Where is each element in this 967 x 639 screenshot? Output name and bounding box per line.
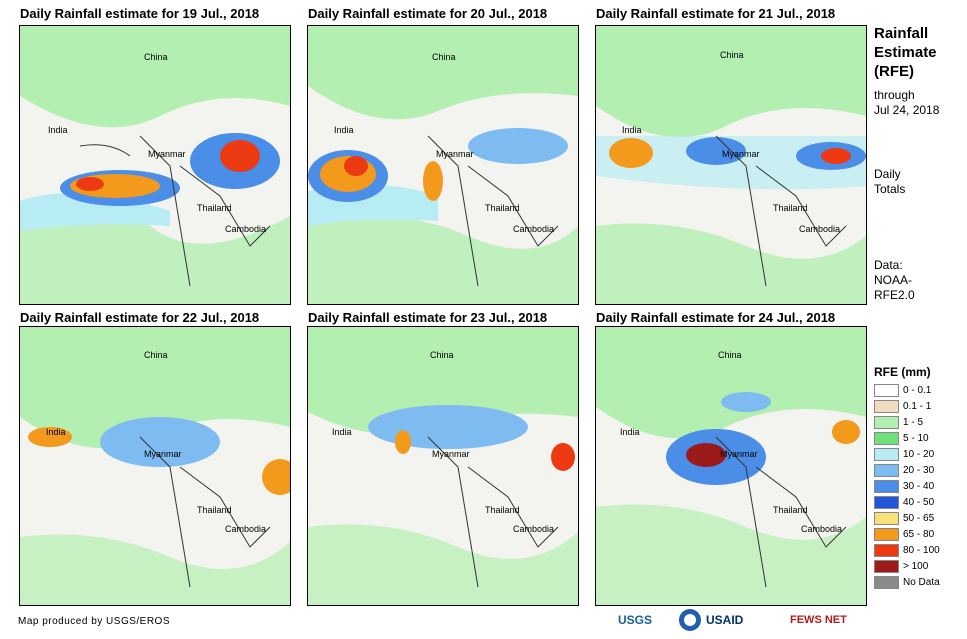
sidebar-title-line1: Rainfall [874,25,929,42]
legend-swatch [874,512,899,525]
legend-swatch [874,560,899,573]
usgs-logo-text: USGS [618,613,653,627]
legend-swatch [874,416,899,429]
usaid-logo: USAID [706,606,743,634]
legend-label: > 100 [903,561,929,572]
label-myanmar: Myanmar [144,449,182,459]
legend-swatch [874,544,899,557]
legend-label: 1 - 5 [903,417,924,428]
label-myanmar: Myanmar [436,149,474,159]
legend-label: 20 - 30 [903,465,935,476]
panel-title-24: Daily Rainfall estimate for 24 Jul., 201… [596,310,836,325]
rainfall-map-19: China India Myanmar Thailand Cambodia [19,25,291,305]
panel-title-22: Daily Rainfall estimate for 22 Jul., 201… [20,310,260,325]
panel-title-20: Daily Rainfall estimate for 20 Jul., 201… [308,6,548,21]
legend-swatch [874,448,899,461]
legend-label: No Data [903,577,940,588]
through-line2: Jul 24, 2018 [874,103,940,117]
label-myanmar: Myanmar [148,149,186,159]
rainfall-map-20: China India Myanmar Thailand Cambodia [307,25,579,305]
label-india: India [622,125,642,135]
label-cambodia: Cambodia [513,224,555,234]
label-thailand: Thailand [485,203,520,213]
sidebar-data-source: Data: NOAA- RFE2.0 [874,258,915,303]
legend-label: 80 - 100 [903,545,940,556]
legend-swatch [874,480,899,493]
usaid-logo-text: USAID [706,613,744,627]
legend-swatch [874,384,899,397]
label-cambodia: Cambodia [799,224,841,234]
legend-label: 10 - 20 [903,449,935,460]
label-cambodia: Cambodia [225,224,267,234]
noaa-icon [679,609,701,631]
legend-label: 5 - 10 [903,433,929,444]
legend-swatch [874,432,899,445]
data-line1: Data: [874,258,903,272]
legend-swatch [874,496,899,509]
label-myanmar: Myanmar [720,449,758,459]
through-line1: through [874,88,915,102]
label-cambodia: Cambodia [225,524,267,534]
rainfall-map-22: China India Myanmar Thailand Cambodia [19,326,291,606]
map-graphic [20,26,290,304]
label-india: India [620,427,640,437]
rainfall-map-21: China India Myanmar Thailand Cambodia [595,25,867,305]
legend-label: 65 - 80 [903,529,935,540]
fewsnet-logo-text: FEWS NET [790,614,847,626]
sidebar-title-line3: (RFE) [874,63,914,80]
label-india: India [334,125,354,135]
label-china: China [144,52,168,62]
panel-title-19: Daily Rainfall estimate for 19 Jul., 201… [20,6,260,21]
legend-swatch [874,464,899,477]
legend-swatch [874,576,899,589]
label-india: India [46,427,66,437]
legend-swatch [874,528,899,541]
legend-swatch [874,400,899,413]
legend-title: RFE (mm) [874,365,931,379]
legend-label: 30 - 40 [903,481,935,492]
label-thailand: Thailand [197,203,232,213]
label-india: India [332,427,352,437]
map-graphic [20,327,290,605]
data-line3: RFE2.0 [874,288,915,302]
fewsnet-logo: FEWS NET [790,606,847,634]
label-india: India [48,125,68,135]
label-china: China [718,350,742,360]
label-thailand: Thailand [197,505,232,515]
label-thailand: Thailand [485,505,520,515]
legend-label: 0 - 0.1 [903,385,932,396]
label-cambodia: Cambodia [801,524,843,534]
sidebar-title: Rainfall Estimate (RFE) [874,24,937,81]
rainfall-map-24: China India Myanmar Thailand Cambodia [595,326,867,606]
panel-title-23: Daily Rainfall estimate for 23 Jul., 201… [308,310,548,325]
daily-line2: Totals [874,182,906,196]
credit-text: Map produced by USGS/EROS [18,616,171,627]
rainfall-map-23: China India Myanmar Thailand Cambodia [307,326,579,606]
map-graphic [596,327,866,605]
sidebar-through: through Jul 24, 2018 [874,88,939,118]
legend-label: 40 - 50 [903,497,935,508]
map-graphic [596,26,866,304]
label-cambodia: Cambodia [513,524,555,534]
label-china: China [432,52,456,62]
noaa-logo [678,606,702,634]
data-line2: NOAA- [874,273,913,287]
label-china: China [144,350,168,360]
label-myanmar: Myanmar [722,149,760,159]
usgs-logo: USGS [618,606,652,634]
sidebar-daily: Daily Totals [874,167,905,197]
label-myanmar: Myanmar [432,449,470,459]
label-thailand: Thailand [773,203,808,213]
sidebar-title-line2: Estimate [874,44,937,61]
label-thailand: Thailand [773,505,808,515]
daily-line1: Daily [874,167,901,181]
legend-label: 0.1 - 1 [903,401,932,412]
map-graphic [308,26,578,304]
label-china: China [430,350,454,360]
map-graphic [308,327,578,605]
panel-title-21: Daily Rainfall estimate for 21 Jul., 201… [596,6,836,21]
label-china: China [720,50,744,60]
legend-label: 50 - 65 [903,513,935,524]
